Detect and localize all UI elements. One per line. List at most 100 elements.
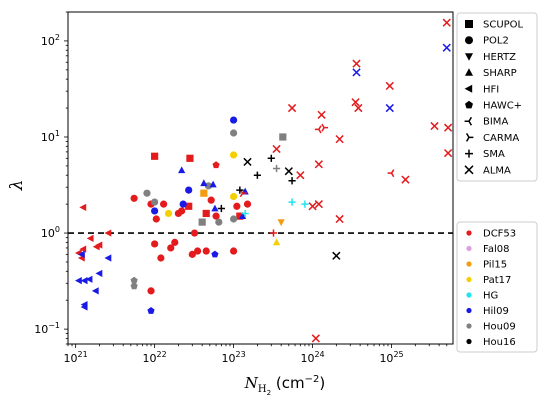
data-point — [152, 215, 160, 223]
legend-marker — [465, 149, 473, 158]
legend-label: HG — [483, 291, 498, 302]
y-axis-label: λ — [7, 180, 27, 192]
data-point — [151, 240, 159, 248]
data-point — [335, 214, 344, 224]
data-point — [230, 247, 238, 255]
data-point — [314, 200, 323, 209]
data-point — [209, 180, 217, 188]
data-point — [301, 200, 309, 208]
data-point — [79, 203, 87, 211]
data-point — [212, 161, 220, 169]
data-point — [157, 254, 165, 262]
data-point — [442, 18, 451, 27]
data-point — [230, 215, 238, 223]
data-point — [238, 212, 247, 220]
legend-label: CARMA — [483, 133, 519, 144]
data-point — [243, 157, 252, 167]
legend-swatch — [466, 307, 472, 314]
data-point — [178, 207, 186, 215]
data-point — [321, 123, 329, 132]
data-point — [160, 200, 168, 208]
data-point — [212, 212, 220, 220]
data-point — [385, 103, 394, 113]
data-point — [308, 202, 317, 211]
legend-label: DCF53 — [483, 229, 516, 240]
legend-marker — [465, 53, 473, 61]
x-axis-label-subsub: 2 — [267, 389, 271, 397]
data-point — [186, 154, 194, 162]
legend-marker — [464, 84, 473, 93]
x-axis-label-unit: (cm — [271, 374, 304, 392]
x-tick-label: 1025 — [379, 350, 403, 365]
legend-swatch — [466, 292, 472, 298]
data-point — [241, 209, 249, 218]
data-point — [130, 194, 138, 202]
legend-label: Hil09 — [483, 306, 509, 317]
data-point — [95, 241, 103, 249]
data-point — [296, 171, 305, 180]
data-point — [200, 189, 208, 197]
y-tick-label: 100 — [41, 225, 60, 240]
plot-area — [68, 12, 453, 344]
legend-label: SHARP — [483, 68, 517, 79]
data-point — [233, 202, 241, 210]
data-point — [430, 121, 439, 131]
data-point — [284, 167, 293, 176]
axes-frame — [67, 11, 454, 345]
data-point — [230, 116, 238, 124]
data-point — [385, 81, 394, 91]
data-point — [86, 234, 94, 242]
data-point — [211, 250, 219, 258]
legend-swatch — [466, 230, 472, 236]
data-point — [288, 198, 296, 206]
data-point — [179, 200, 187, 208]
data-point — [352, 59, 361, 68]
data-point — [130, 282, 138, 290]
data-points — [74, 18, 453, 343]
data-point — [178, 166, 186, 174]
data-point — [167, 244, 175, 252]
data-point — [151, 198, 159, 206]
y-tick-label: 102 — [41, 33, 60, 48]
data-point — [314, 160, 323, 169]
data-point — [443, 148, 453, 158]
legend-marker — [465, 68, 473, 76]
data-point — [207, 196, 215, 204]
legend-label: HAWC+ — [483, 101, 522, 112]
legend-label: Hou09 — [483, 322, 516, 333]
data-point — [151, 207, 159, 215]
data-point — [202, 247, 210, 255]
data-point — [443, 123, 453, 132]
legend-label: SMA — [483, 149, 505, 160]
axes: 1021 1022 1023 1024 1025 10−1 100 101 102 — [34, 11, 454, 365]
data-point — [288, 177, 296, 185]
data-point — [198, 218, 206, 226]
data-point — [269, 229, 278, 237]
legend-marker — [464, 116, 473, 126]
legend-markers: SCUPOL POL2 HERTZ SHARP HFI HAWC+ BIMA CARMA SMA… — [456, 12, 538, 182]
data-point — [352, 68, 361, 77]
data-point — [230, 129, 238, 137]
legend-label: POL2 — [483, 36, 509, 47]
data-point — [236, 186, 244, 194]
legend-marker — [465, 20, 473, 28]
data-point — [311, 334, 320, 343]
data-point — [77, 250, 85, 258]
data-point — [354, 103, 363, 113]
data-point — [80, 276, 88, 285]
data-point — [243, 200, 252, 208]
data-point — [204, 182, 213, 190]
legend-label: SCUPOL — [483, 20, 524, 31]
data-point — [188, 250, 196, 258]
data-point — [151, 152, 159, 160]
legend-label: Fal08 — [483, 244, 509, 255]
data-point — [104, 229, 112, 237]
legend-swatch — [466, 261, 472, 267]
data-point — [130, 276, 138, 284]
y-tick-label: 101 — [41, 129, 60, 144]
data-point — [211, 204, 219, 212]
legend-colors: DCF53 Fal08 Pil15 Pat17 HG Hil09 Hou09 Hou16 — [456, 221, 538, 353]
legend-label: Pil15 — [483, 260, 507, 271]
data-point — [236, 212, 244, 220]
